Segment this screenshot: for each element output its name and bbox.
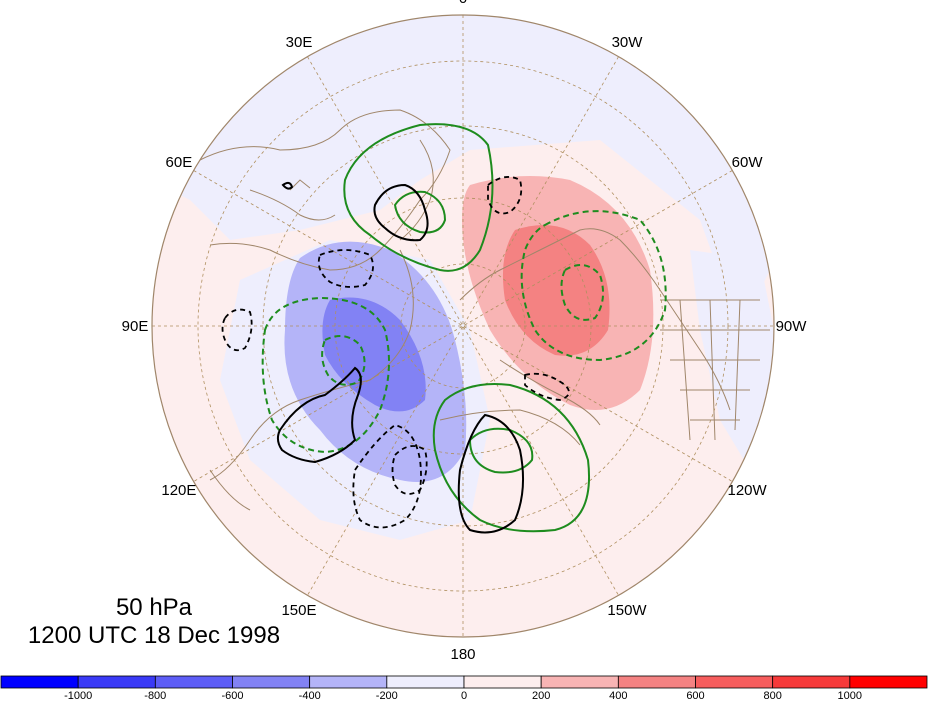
longitude-label: 30W (612, 34, 644, 51)
green-dashed-contour-west-inner (321, 335, 366, 386)
longitude-label: 120W (728, 482, 768, 499)
longitude-label: 60E (166, 154, 193, 171)
colorbar: -1000 -800 -600 -400 -200 0 200 400 600 800 1000 (0, 675, 928, 702)
longitude-label: 90E (122, 318, 149, 335)
longitude-labels: 0 30W 60W 90W 120W 150W 180 150E 120E 90E 60E 30E (122, 0, 808, 663)
colorbar-swatch (695, 675, 774, 689)
colorbar-tick-label: -800 (144, 690, 166, 702)
green-dashed-contour-east-inner (560, 264, 605, 321)
colorbar-swatch (386, 675, 465, 689)
colorbar-swatch (0, 675, 79, 689)
colorbar-swatch (232, 675, 311, 689)
green-solid-contour-south (432, 383, 590, 533)
colorbar-tick-label: -600 (221, 690, 243, 702)
green-dashed-contour-west (261, 296, 390, 454)
coastlines (199, 109, 770, 511)
colorbar-tick-label: -1000 (64, 690, 92, 702)
colorbar-tick-label: 0 (461, 690, 467, 702)
longitude-label: 180 (450, 646, 475, 663)
colorbar-tick-label: 1000 (838, 690, 862, 702)
longitude-label: 150E (281, 602, 316, 619)
black-dashed-contour-south-inner (391, 445, 428, 495)
black-dashed-contour-west (317, 249, 374, 288)
colorbar-swatch (309, 675, 388, 689)
longitude-label: 90W (776, 318, 808, 335)
longitude-label: 30E (286, 34, 313, 51)
black-solid-contour-small (281, 181, 294, 190)
map-boundary (151, 14, 775, 638)
black-contours (276, 181, 524, 534)
colorbar-swatch (154, 675, 233, 689)
green-solid-contour-north-inner (393, 190, 447, 234)
longitude-label: 150W (607, 602, 647, 619)
black-dashed-contour-north (487, 176, 523, 215)
black-dashed-contour-east (524, 372, 570, 401)
black-dashed-contours (221, 176, 570, 529)
colorbar-tick-label: 800 (764, 690, 782, 702)
pressure-level-caption: 50 hPa (115, 594, 193, 621)
black-solid-contour-southwest (276, 366, 362, 464)
colorbar-swatch (617, 675, 696, 689)
green-solid-contour-south-inner (468, 427, 534, 474)
colorbar-tick-label: -400 (299, 690, 321, 702)
black-dashed-contour-farwest (221, 308, 253, 352)
green-contours (343, 123, 590, 533)
black-dashed-contour-south (352, 424, 422, 529)
colorbar-swatch (77, 675, 156, 689)
colorbar-swatch (772, 675, 851, 689)
green-dashed-contours (261, 210, 667, 454)
green-dashed-contour-east (520, 210, 667, 362)
colorbar-tick-label: 400 (609, 690, 627, 702)
longitude-label: 0 (459, 0, 467, 7)
longitude-label: 120E (161, 482, 196, 499)
colorbar-tick-label: 600 (686, 690, 704, 702)
colorbar-swatch (463, 675, 542, 689)
colorbar-tick-label: -200 (376, 690, 398, 702)
positive-anomaly-400 (502, 225, 610, 356)
green-solid-contour-north (343, 123, 494, 272)
valid-time-caption: 1200 UTC 18 Dec 1998 (27, 622, 281, 649)
black-solid-contour-south (457, 413, 524, 534)
colorbar-swatch (540, 675, 619, 689)
anomaly-shading (152, 15, 774, 637)
colorbar-tick-label: 200 (532, 690, 550, 702)
colorbar-swatch (849, 675, 928, 689)
black-solid-contour-north (373, 183, 429, 242)
longitude-label: 60W (732, 154, 764, 171)
negative-region-light (152, 15, 774, 330)
